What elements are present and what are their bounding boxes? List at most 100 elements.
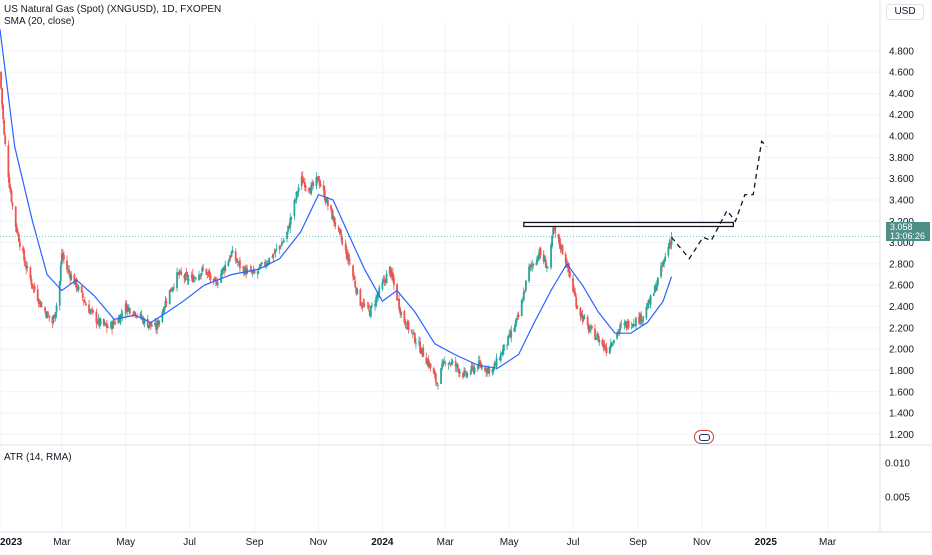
candle-body — [382, 280, 385, 283]
candle-body — [77, 286, 80, 291]
sma-legend[interactable]: SMA (20, close) — [4, 16, 75, 27]
candle-body — [129, 308, 131, 314]
candle-body — [300, 176, 303, 186]
candle-body — [105, 323, 108, 328]
candle-body — [99, 319, 102, 325]
candle-body — [528, 266, 530, 282]
candle-body — [421, 347, 424, 353]
candle-body — [642, 316, 645, 321]
candle-body — [340, 234, 343, 241]
candle-body — [73, 274, 76, 285]
candle-body — [209, 275, 212, 280]
candle-body — [104, 322, 107, 326]
candle-body — [377, 294, 380, 297]
candle-body — [429, 363, 432, 368]
candle-body — [610, 344, 613, 346]
candle-body — [415, 343, 417, 345]
atr-legend[interactable]: ATR (14, RMA) — [4, 452, 72, 463]
candle-body — [440, 368, 442, 385]
y-tick-label: 2.200 — [889, 323, 914, 334]
candle-body — [53, 314, 56, 318]
candle-body — [419, 341, 421, 353]
candle-body — [594, 328, 596, 340]
candle-body — [301, 176, 304, 184]
candle-body — [447, 363, 450, 365]
candle-body — [102, 318, 105, 325]
candle-body — [200, 273, 203, 277]
candle-body — [143, 318, 146, 324]
candle-body — [177, 272, 179, 274]
candle-body — [586, 316, 589, 326]
candle-body — [649, 295, 652, 305]
bar-countdown: 13:06:26 — [890, 231, 926, 241]
candle-body — [192, 277, 195, 283]
candle-body — [199, 275, 201, 277]
candle-body — [564, 253, 567, 264]
candle-body — [312, 182, 315, 186]
candle-body — [14, 206, 17, 227]
candle-body — [103, 322, 106, 324]
candle-body — [544, 259, 547, 268]
x-tick-label: 2023 — [0, 537, 23, 548]
candle-body — [498, 358, 501, 360]
candle-body — [346, 254, 349, 260]
symbol-legend[interactable]: US Natural Gas (Spot) (XNGUSD), 1D, FXOP… — [4, 4, 222, 15]
candle-body — [92, 310, 95, 313]
x-tick-label: May — [500, 537, 519, 548]
y-tick-label: 4.400 — [889, 89, 914, 100]
candle-body — [669, 242, 672, 245]
candle-body — [227, 261, 230, 266]
candle-body — [529, 264, 531, 268]
candle-body — [52, 315, 55, 323]
candle-body — [272, 254, 275, 257]
candle-body — [598, 339, 601, 343]
candle-body — [215, 281, 218, 286]
candle-body — [619, 324, 622, 331]
candle-body — [361, 304, 364, 308]
candle-body — [491, 369, 494, 373]
currency-button[interactable]: USD — [886, 4, 924, 20]
candle-body — [237, 261, 240, 263]
candle-body — [119, 314, 122, 324]
candle-body — [39, 301, 42, 308]
candle-body — [463, 370, 465, 377]
candle-body — [572, 278, 574, 292]
candle-body — [264, 262, 266, 266]
candle-body — [559, 243, 562, 249]
candle-body — [647, 299, 650, 308]
candle-body — [561, 245, 564, 255]
candle-body — [450, 361, 453, 365]
candle-body — [459, 371, 461, 374]
candle-body — [191, 274, 194, 282]
candle-body — [503, 344, 505, 351]
candle-body — [253, 270, 256, 274]
candle-body — [224, 264, 227, 271]
candle-body — [125, 303, 128, 312]
candle-body — [305, 186, 307, 187]
candle-body — [470, 365, 473, 372]
y-tick-label: 1.200 — [889, 430, 914, 441]
y-tick-label: 2.000 — [889, 345, 914, 356]
candle-body — [258, 264, 261, 269]
candle-body — [178, 271, 181, 275]
candle-body — [653, 285, 656, 293]
candle-body — [608, 346, 611, 354]
candle-body — [639, 313, 641, 324]
candle-body — [111, 322, 113, 329]
candle-body — [164, 300, 167, 308]
candle-body — [98, 318, 101, 326]
candle-body — [176, 272, 178, 289]
candle-body — [433, 372, 436, 375]
candle-body — [296, 192, 299, 194]
y-tick-label: 3.000 — [889, 238, 914, 249]
candle-body — [456, 364, 459, 369]
candle-body — [142, 318, 145, 325]
candle-body — [239, 260, 241, 269]
candle-body — [420, 351, 423, 355]
candle-body — [322, 185, 325, 191]
candle-body — [581, 314, 584, 322]
candle-body — [574, 292, 577, 297]
last-price-tag: 3.058 13:06:26 — [886, 222, 930, 241]
